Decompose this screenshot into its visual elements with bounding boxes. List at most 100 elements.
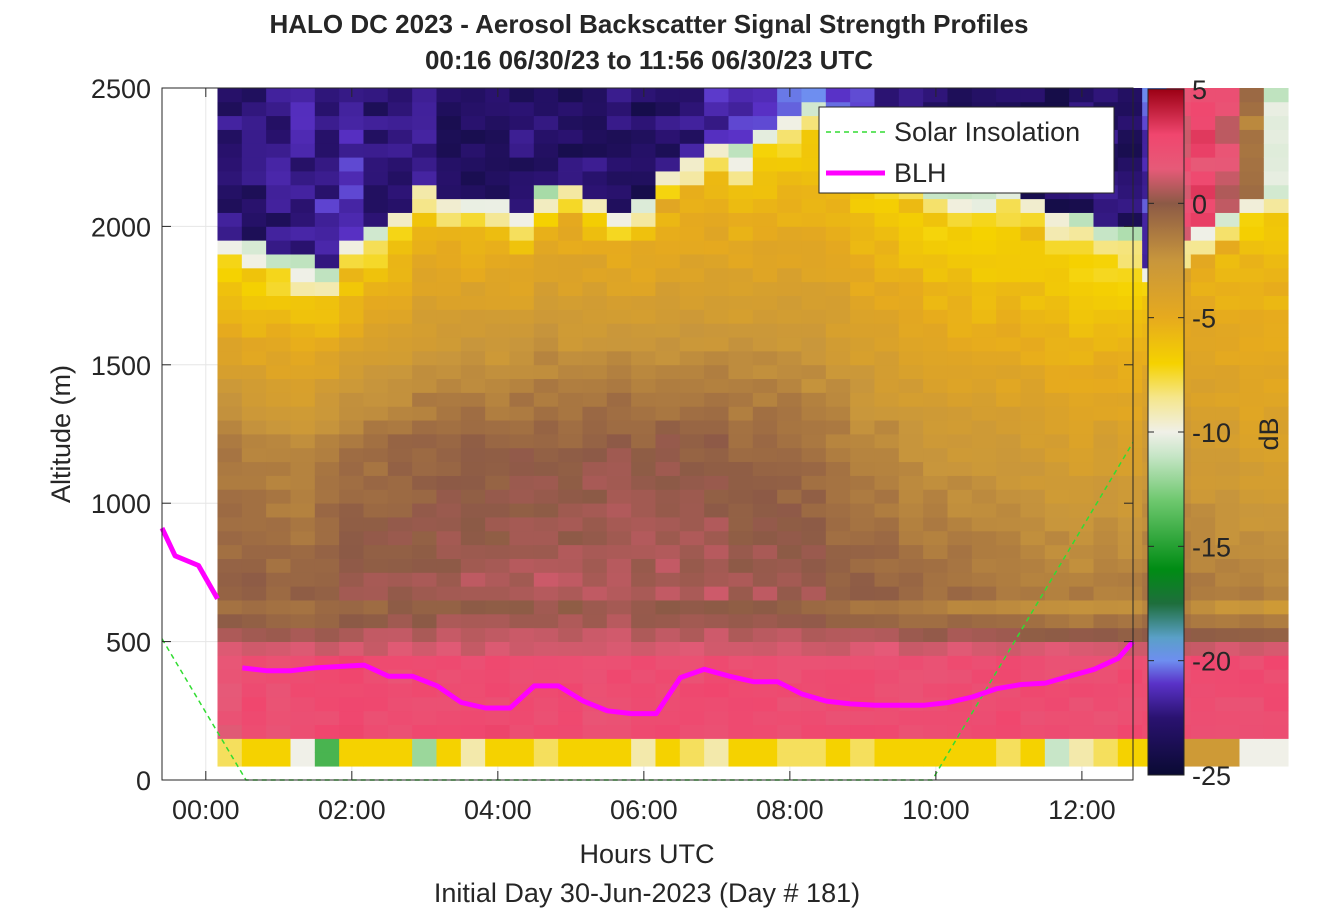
heatmap-cell bbox=[898, 337, 924, 352]
heatmap-cell bbox=[582, 254, 608, 269]
heatmap-cell bbox=[631, 434, 656, 449]
heatmap-cell bbox=[1020, 226, 1046, 241]
heatmap-cell bbox=[363, 627, 389, 642]
heatmap-cell bbox=[217, 212, 243, 227]
heatmap-cell bbox=[655, 627, 681, 642]
heatmap-cell bbox=[874, 669, 900, 684]
heatmap-cell bbox=[1069, 613, 1094, 629]
heatmap-cell bbox=[971, 669, 997, 684]
heatmap-cell bbox=[655, 129, 681, 144]
colorbar-tick-label: -10 bbox=[1192, 418, 1231, 448]
heatmap-cell bbox=[460, 171, 486, 186]
heatmap-cell bbox=[801, 88, 827, 103]
heatmap-cell bbox=[1263, 434, 1289, 449]
heatmap-cell bbox=[1263, 157, 1289, 172]
heatmap-cell bbox=[655, 558, 681, 573]
heatmap-cell bbox=[1239, 281, 1265, 296]
heatmap-cell bbox=[1093, 572, 1119, 587]
heatmap-cell bbox=[606, 447, 632, 463]
heatmap-cell bbox=[1215, 392, 1240, 407]
heatmap-cell bbox=[679, 198, 705, 213]
heatmap-cell bbox=[704, 420, 729, 435]
heatmap-cell bbox=[1215, 281, 1240, 296]
heatmap-cell bbox=[1044, 226, 1070, 241]
heatmap-cell bbox=[509, 627, 535, 642]
heatmap-cell bbox=[1239, 683, 1265, 698]
heatmap-cell bbox=[241, 517, 267, 532]
heatmap-cell bbox=[825, 641, 851, 656]
heatmap-cell bbox=[752, 641, 778, 656]
heatmap-cell bbox=[1117, 378, 1143, 393]
heatmap-cell bbox=[485, 364, 510, 380]
heatmap-cell bbox=[460, 88, 486, 103]
heatmap-cell bbox=[266, 434, 291, 449]
heatmap-cell bbox=[996, 530, 1021, 546]
heatmap-cell bbox=[679, 240, 705, 255]
heatmap-cell bbox=[752, 337, 778, 352]
heatmap-cell bbox=[266, 198, 291, 213]
heatmap-cell bbox=[290, 586, 316, 601]
x-axis-label: Hours UTC bbox=[579, 839, 714, 869]
heatmap-cell bbox=[777, 489, 802, 504]
heatmap-cell bbox=[898, 627, 924, 642]
heatmap-cell bbox=[436, 530, 462, 546]
heatmap-cell bbox=[1020, 198, 1046, 213]
heatmap-cell bbox=[363, 406, 389, 421]
heatmap-cell bbox=[412, 461, 437, 476]
heatmap-cell bbox=[923, 378, 948, 393]
heatmap-cell bbox=[412, 157, 437, 172]
heatmap-cell bbox=[1263, 364, 1289, 380]
heatmap-cell bbox=[1263, 752, 1289, 767]
heatmap-cell bbox=[436, 572, 462, 587]
heatmap-cell bbox=[704, 101, 729, 117]
heatmap-cell bbox=[1093, 364, 1119, 380]
heatmap-cell bbox=[923, 613, 948, 629]
heatmap-cell bbox=[606, 129, 632, 144]
heatmap-cell bbox=[1117, 558, 1143, 573]
heatmap-cell bbox=[825, 627, 851, 642]
heatmap-cell bbox=[874, 710, 900, 726]
heatmap-cell bbox=[412, 350, 437, 366]
heatmap-cell bbox=[971, 434, 997, 449]
heatmap-cell bbox=[436, 461, 462, 476]
heatmap-cell bbox=[1239, 240, 1265, 255]
heatmap-cell bbox=[217, 323, 243, 338]
heatmap-cell bbox=[971, 198, 997, 213]
heatmap-cell bbox=[1044, 88, 1070, 103]
heatmap-cell bbox=[290, 558, 316, 573]
heatmap-cell bbox=[363, 88, 389, 103]
heatmap-cell bbox=[314, 392, 340, 407]
heatmap-cell bbox=[850, 752, 875, 767]
heatmap-cell bbox=[825, 240, 851, 255]
x-tick-label: 02:00 bbox=[318, 795, 386, 825]
heatmap-cell bbox=[996, 738, 1021, 753]
heatmap-cell bbox=[1190, 669, 1216, 684]
heatmap-cell bbox=[460, 350, 486, 366]
heatmap-cell bbox=[217, 600, 243, 615]
heatmap-cell bbox=[314, 752, 340, 767]
heatmap-cell bbox=[801, 226, 827, 241]
heatmap-cell bbox=[266, 586, 291, 601]
heatmap-cell bbox=[363, 613, 389, 629]
heatmap-cell bbox=[898, 530, 924, 546]
heatmap-cell bbox=[1020, 434, 1046, 449]
heatmap-cell bbox=[947, 212, 973, 227]
heatmap-cell bbox=[971, 378, 997, 393]
heatmap-cell bbox=[1215, 683, 1240, 698]
heatmap-cell bbox=[1117, 669, 1143, 684]
heatmap-cell bbox=[1239, 101, 1265, 117]
heatmap-cell bbox=[679, 171, 705, 186]
heatmap-cell bbox=[1215, 434, 1240, 449]
heatmap-cell bbox=[606, 392, 632, 407]
heatmap-cell bbox=[874, 309, 900, 324]
heatmap-cell bbox=[339, 129, 364, 144]
heatmap-cell bbox=[752, 503, 778, 518]
heatmap-cell bbox=[728, 530, 754, 546]
heatmap-cell bbox=[582, 212, 608, 227]
heatmap-cell bbox=[387, 503, 413, 518]
heatmap-cell bbox=[1044, 572, 1070, 587]
heatmap-cell bbox=[704, 88, 729, 103]
heatmap-cell bbox=[898, 350, 924, 366]
heatmap-cell bbox=[1190, 184, 1216, 200]
